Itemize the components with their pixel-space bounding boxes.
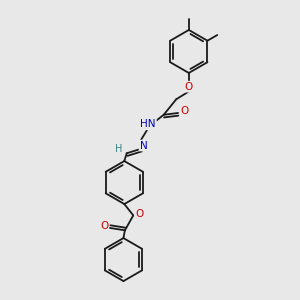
Text: O: O bbox=[135, 209, 143, 219]
Text: H: H bbox=[115, 143, 122, 154]
Text: HN: HN bbox=[140, 119, 156, 129]
Text: O: O bbox=[180, 106, 188, 116]
Text: O: O bbox=[100, 221, 108, 231]
Text: O: O bbox=[185, 82, 193, 92]
Text: N: N bbox=[140, 140, 147, 151]
